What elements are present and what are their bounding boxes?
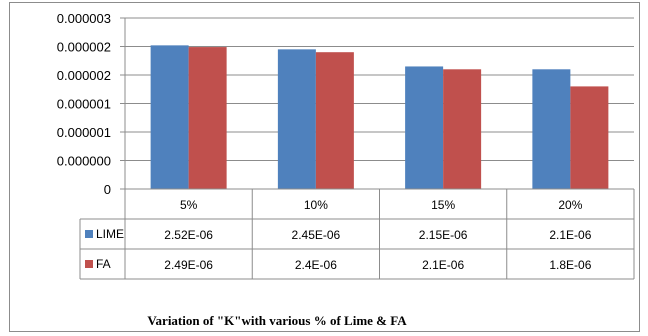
legend-swatch-lime [85, 230, 93, 238]
data-label: 2.45E-06 [292, 228, 341, 242]
bar-fa-2 [443, 69, 482, 189]
data-table: 5% 10% 15% 20% LIME 2.52E-06 2.45E-06 2.15E-06 2… [79, 188, 635, 280]
bar-fa-3 [570, 86, 609, 189]
legend-label-fa: FA [96, 257, 111, 271]
y-tick-label: 0.000000 [57, 154, 111, 169]
bars [150, 45, 609, 190]
data-label: 2.49E-06 [164, 258, 213, 272]
bar-chart: 0 0.000000 0.000001 0.000001 0.000002 0.00000… [57, 11, 635, 328]
y-tick-label: 0.000001 [57, 97, 111, 112]
bar-lime-0 [150, 45, 189, 189]
data-label: 2.1E-06 [422, 258, 464, 272]
y-tick-label: 0.000003 [57, 11, 111, 26]
bar-lime-2 [405, 66, 444, 189]
y-tick-label: 0.000002 [57, 68, 111, 83]
y-tick-label: 0.000002 [57, 40, 111, 55]
category-label: 15% [431, 198, 455, 212]
bar-fa-0 [188, 47, 227, 189]
chart-frame: 0 0.000000 0.000001 0.000001 0.000002 0.00000… [9, 2, 640, 332]
category-label: 5% [180, 198, 198, 212]
y-tick-label: 0 [104, 182, 111, 197]
legend-swatch-fa [85, 260, 93, 268]
y-axis-ticks: 0 0.000000 0.000001 0.000001 0.000002 0.00000… [57, 11, 111, 197]
category-label: 20% [558, 198, 582, 212]
bar-lime-1 [277, 49, 316, 189]
chart-title: Variation of "K"with various % of Lime &… [147, 313, 407, 328]
data-label: 2.15E-06 [419, 228, 468, 242]
data-label: 2.52E-06 [164, 228, 213, 242]
legend-label-lime: LIME [96, 227, 124, 241]
data-label: 1.8E-06 [549, 258, 591, 272]
category-label: 10% [304, 198, 328, 212]
data-label: 2.1E-06 [549, 228, 591, 242]
data-label: 2.4E-06 [295, 258, 337, 272]
bar-fa-1 [315, 52, 354, 190]
bar-lime-3 [532, 69, 571, 189]
y-tick-label: 0.000001 [57, 125, 111, 140]
